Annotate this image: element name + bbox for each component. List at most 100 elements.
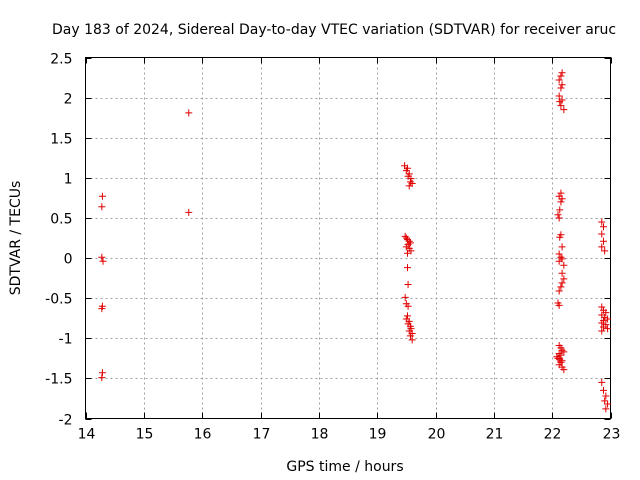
data-point: [600, 237, 607, 245]
data-point: [98, 253, 106, 261]
data-point: [404, 264, 411, 272]
data-point: [555, 214, 563, 222]
data-point: [598, 319, 606, 327]
data-point: [98, 374, 106, 382]
data-point: [558, 279, 566, 287]
data-point: [406, 332, 414, 340]
data-point: [405, 237, 413, 245]
chart-title: Day 183 of 2024, Sidereal Day-to-day VTE…: [52, 22, 616, 38]
data-point: [557, 198, 565, 206]
data-point: [558, 357, 566, 365]
data-point: [602, 309, 610, 317]
data-point: [602, 405, 610, 413]
data-point: [598, 327, 606, 335]
x-axis-label: GPS time / hours: [286, 459, 403, 475]
data-point: [408, 336, 416, 344]
data-point: [99, 257, 107, 265]
data-point: [98, 192, 106, 200]
data-point: [555, 287, 563, 295]
data-point: [560, 348, 568, 356]
data-point: [402, 243, 410, 251]
data-point: [600, 323, 607, 331]
data-point: [557, 351, 565, 359]
data-point: [185, 208, 193, 216]
data-point: [402, 234, 410, 242]
y-tick-label: -1.5: [45, 372, 72, 388]
data-point: [604, 400, 612, 408]
data-point: [554, 211, 562, 219]
data-point: [604, 325, 612, 333]
data-point: [557, 72, 565, 80]
y-tick-label: 1.5: [50, 132, 72, 148]
x-tick-label: 21: [486, 427, 504, 443]
y-tick-label: -1: [59, 332, 73, 348]
data-point: [555, 257, 563, 265]
data-point: [556, 206, 564, 214]
data-point: [404, 236, 411, 244]
data-point: [554, 354, 562, 362]
data-point: [560, 261, 568, 269]
data-point: [560, 106, 568, 114]
data-point: [558, 69, 566, 77]
data-point: [601, 247, 609, 255]
data-point: [558, 269, 566, 277]
data-point: [401, 293, 409, 301]
y-tick-label: -0.5: [45, 292, 72, 308]
data-point: [558, 346, 566, 354]
data-point: [555, 92, 563, 100]
data-point: [598, 378, 606, 386]
x-tick-label: 22: [544, 427, 562, 443]
data-point: [185, 109, 193, 117]
plot-frame: [85, 57, 611, 419]
data-point: [556, 233, 564, 241]
y-tick-label: -2: [59, 413, 73, 429]
data-point: [557, 189, 565, 197]
data-point: [558, 243, 566, 251]
data-point: [404, 312, 411, 320]
data-point: [557, 102, 565, 110]
data-point: [556, 98, 564, 106]
chart-grid: [85, 57, 611, 419]
data-point: [557, 283, 565, 291]
data-point: [555, 76, 563, 84]
data-point: [557, 84, 565, 92]
y-tick-label: 1: [64, 172, 73, 188]
data-point: [600, 223, 607, 231]
data-point: [558, 195, 566, 203]
y-tick-label: 0.5: [50, 212, 72, 228]
data-point: [402, 167, 410, 175]
data-point: [602, 392, 610, 400]
data-point: [598, 218, 606, 226]
data-point: [404, 249, 411, 257]
data-point: [98, 305, 106, 313]
y-tick-label: 2.5: [50, 52, 72, 68]
x-tick-label: 20: [428, 427, 446, 443]
y-axis-label: SDTVAR / TECUs: [8, 181, 24, 296]
data-point: [600, 386, 607, 394]
x-tick-label: 18: [311, 427, 329, 443]
data-point: [598, 243, 606, 251]
data-point: [98, 203, 106, 211]
data-points: [98, 69, 612, 413]
data-point: [558, 81, 566, 89]
data-point: [601, 397, 609, 405]
data-point: [407, 175, 415, 183]
data-point: [557, 253, 565, 261]
data-point: [560, 366, 568, 374]
data-point: [555, 301, 563, 309]
chart-ticks: 14 15 16 17 18 19 20 21 22 23 -2 -1.5 -1 -0.5 0 0.5 1 1.5…: [45, 52, 620, 443]
data-point: [98, 369, 106, 377]
x-tick-label: 23: [603, 427, 621, 443]
data-point: [404, 302, 412, 310]
data-point: [598, 230, 606, 238]
x-tick-label: 19: [369, 427, 387, 443]
data-point: [405, 182, 413, 190]
x-tick-label: 15: [136, 427, 154, 443]
data-point: [601, 313, 609, 321]
data-point: [604, 315, 612, 323]
data-point: [406, 178, 414, 186]
data-point: [560, 275, 568, 283]
data-point: [555, 250, 563, 258]
x-tick-label: 17: [253, 427, 271, 443]
